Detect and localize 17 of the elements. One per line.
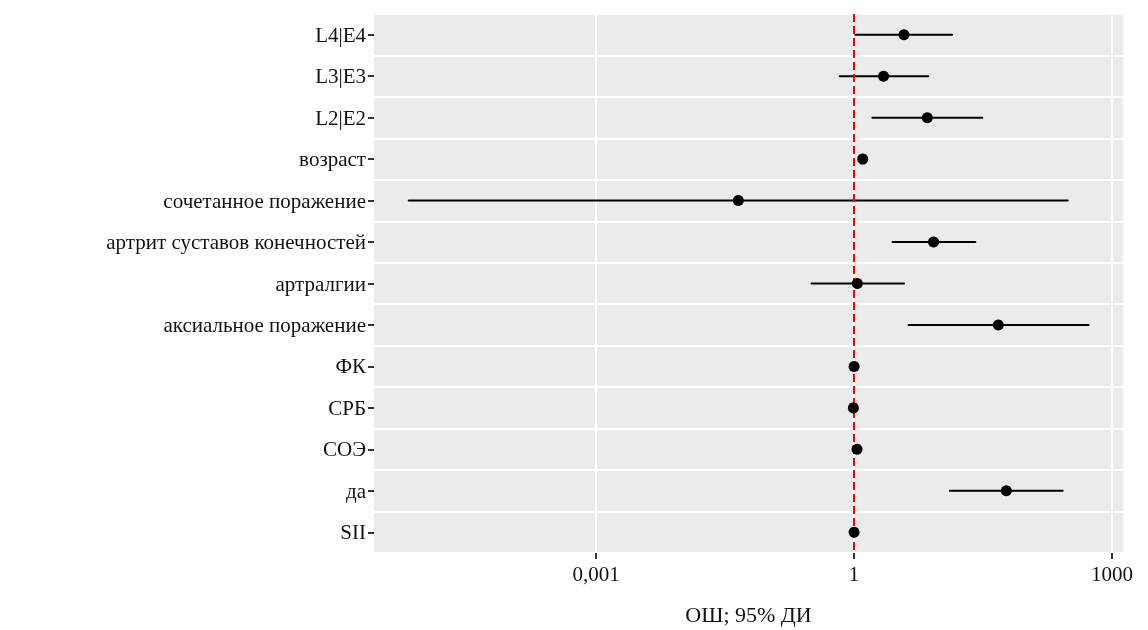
y-tick-label: сочетанное поражение: [163, 188, 366, 213]
y-tick-label: SII: [340, 520, 366, 545]
y-tick-label: L2|E2: [315, 105, 366, 130]
y-tick-label: артрит суставов конечностей: [106, 230, 366, 255]
x-tick-label: 1: [848, 561, 860, 586]
y-tick-label: ФК: [335, 354, 367, 379]
y-tick-label: L3|E3: [315, 64, 366, 89]
y-tick-label: возраст: [299, 147, 366, 172]
y-tick-label: да: [345, 478, 367, 503]
x-axis-title: ОШ; 95% ДИ: [685, 601, 812, 627]
y-tick-label: аксиальное поражение: [163, 312, 366, 337]
y-tick-label: L4|E4: [315, 22, 367, 47]
y-tick-label: СОЭ: [322, 437, 366, 462]
x-tick-label: 0,001: [572, 561, 620, 586]
y-tick-label: артралгии: [275, 271, 366, 296]
y-tick-label: СРБ: [328, 395, 366, 420]
x-tick-label: 1000: [1090, 561, 1133, 586]
